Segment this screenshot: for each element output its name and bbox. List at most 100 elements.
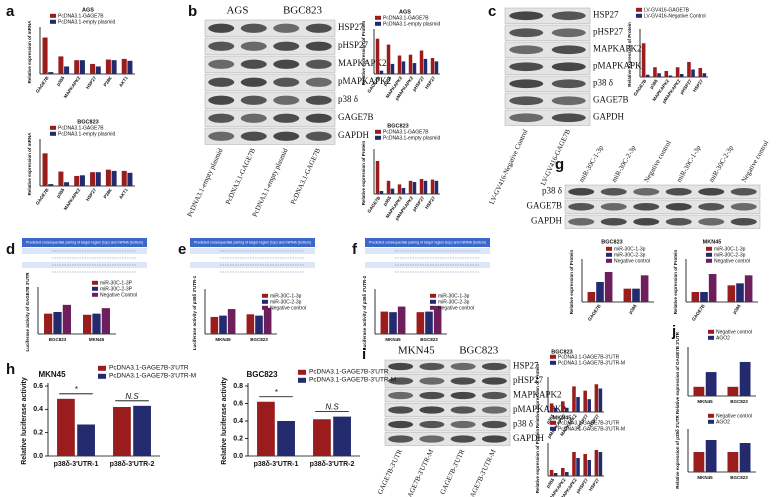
bar xyxy=(83,314,92,334)
bar xyxy=(74,60,80,74)
legend-label: miR-30C-1-3p xyxy=(614,246,646,252)
bar xyxy=(386,44,391,74)
blot-band xyxy=(633,202,660,211)
bar xyxy=(127,172,133,186)
legend-label: miR-30C-2-3p xyxy=(438,299,470,305)
blot-row-label: MAPKAPK2 xyxy=(513,389,562,399)
y-axis-label: Relative expression of mRNA xyxy=(27,20,32,84)
bar xyxy=(433,306,442,334)
blot-band xyxy=(208,59,235,69)
blot-band xyxy=(481,420,507,429)
bar xyxy=(386,180,391,194)
bar xyxy=(412,182,417,194)
bar xyxy=(246,314,255,334)
legend-label: AGO2 xyxy=(716,419,730,425)
blot-band xyxy=(568,217,595,226)
panel-letter: e xyxy=(178,241,186,258)
blot-row-label: GAPDH xyxy=(338,130,370,140)
legend-swatch xyxy=(706,258,712,263)
blot-row-label: pMAPKAPK2 xyxy=(513,404,566,414)
bar xyxy=(53,312,62,334)
y-axis-label: Relative expression of Protein xyxy=(361,140,366,205)
legend-label: PcDNA3.1-GAGE7B-3'UTR xyxy=(558,420,620,426)
blot-band xyxy=(273,131,300,141)
blot-row-label: HSP27 xyxy=(513,360,539,370)
legend-swatch xyxy=(262,293,268,298)
y-tick-label: 0.4 xyxy=(233,418,243,425)
bar xyxy=(705,372,717,396)
blot-row-label: MAPKAPK2 xyxy=(593,44,642,54)
blot-strip xyxy=(204,109,336,127)
blot-band xyxy=(305,23,332,33)
legend-swatch xyxy=(430,305,436,310)
legend-label: Negative control xyxy=(716,329,752,335)
bar xyxy=(379,191,384,194)
bar xyxy=(434,61,439,74)
bar xyxy=(657,73,661,77)
blot-strip xyxy=(384,388,511,403)
bar xyxy=(77,424,95,456)
blot-row-label: p38 δ xyxy=(338,94,358,104)
legend-label: PcDNA3.1-GAGE7B-3'UTR-M xyxy=(558,360,625,366)
bar xyxy=(698,68,703,77)
blot-row-label: GAPDH xyxy=(513,433,545,443)
x-tick-label: p38δ-3'UTR-1 xyxy=(254,461,299,468)
chart-title: BGC823 xyxy=(246,370,278,379)
bar xyxy=(397,306,406,334)
legend-label: AGO2 xyxy=(716,335,730,341)
blot-band xyxy=(633,187,660,196)
x-tick-label: MKN45 xyxy=(215,337,231,342)
blot-band xyxy=(273,77,300,87)
bar xyxy=(640,275,649,302)
bar xyxy=(57,398,75,456)
chart-title: MKN45 xyxy=(38,370,66,379)
blot-band xyxy=(388,435,414,443)
legend-swatch xyxy=(50,19,56,24)
chart-title: BGC823 xyxy=(601,239,622,245)
bar xyxy=(92,313,101,334)
blot-band xyxy=(273,113,300,123)
x-tick-label: BGC823 xyxy=(730,399,748,404)
bar xyxy=(561,468,565,476)
y-axis-label: Relative expression of Protein xyxy=(569,249,574,314)
seq-header-bg xyxy=(22,238,147,247)
bar xyxy=(74,175,80,186)
legend-swatch xyxy=(708,335,714,340)
blot-row-label: GAGE7B xyxy=(338,112,374,122)
blot-row-label: GAPDH xyxy=(593,112,625,122)
blot-row-label: GAPDH xyxy=(531,216,563,226)
bar xyxy=(693,386,705,396)
x-tick-label: BGC823 xyxy=(250,337,268,342)
y-tick-label: 0.6 xyxy=(233,400,243,407)
legend-swatch xyxy=(636,13,642,18)
blot-strip xyxy=(204,37,336,55)
panel-letter: g xyxy=(555,156,564,173)
annotation: N.S xyxy=(325,403,339,412)
y-axis-label: Luciferase activity of p38δ 3'UTR-2 xyxy=(362,275,367,350)
bar xyxy=(561,401,565,412)
blot-band xyxy=(509,113,544,123)
annotation: * xyxy=(274,388,278,397)
legend-label: PcDNA3.1-GAGE7B-3'UTR xyxy=(109,365,189,372)
bar xyxy=(375,161,380,194)
legend-swatch xyxy=(430,299,436,304)
bar xyxy=(664,71,669,77)
x-tick-label: p38δ xyxy=(628,303,638,315)
y-axis-label: Relative expression of Protein xyxy=(535,363,540,428)
bar xyxy=(121,170,127,186)
bar xyxy=(594,384,599,412)
legend-swatch xyxy=(708,329,714,334)
bar xyxy=(416,312,425,334)
blot-row-label: MAPKAPK2 xyxy=(338,58,387,68)
blot-band xyxy=(419,391,445,400)
blot-header: MKN45 xyxy=(398,345,435,357)
x-tick-label: p38δ xyxy=(732,303,742,315)
blot-band xyxy=(481,391,507,400)
panel-letter: h xyxy=(6,361,15,378)
blot-band xyxy=(305,131,332,141)
legend-swatch xyxy=(92,280,98,285)
legend-label: Negative control xyxy=(716,413,752,419)
blot-band xyxy=(240,95,267,105)
blot-band xyxy=(698,187,725,196)
legend-swatch xyxy=(706,246,712,251)
